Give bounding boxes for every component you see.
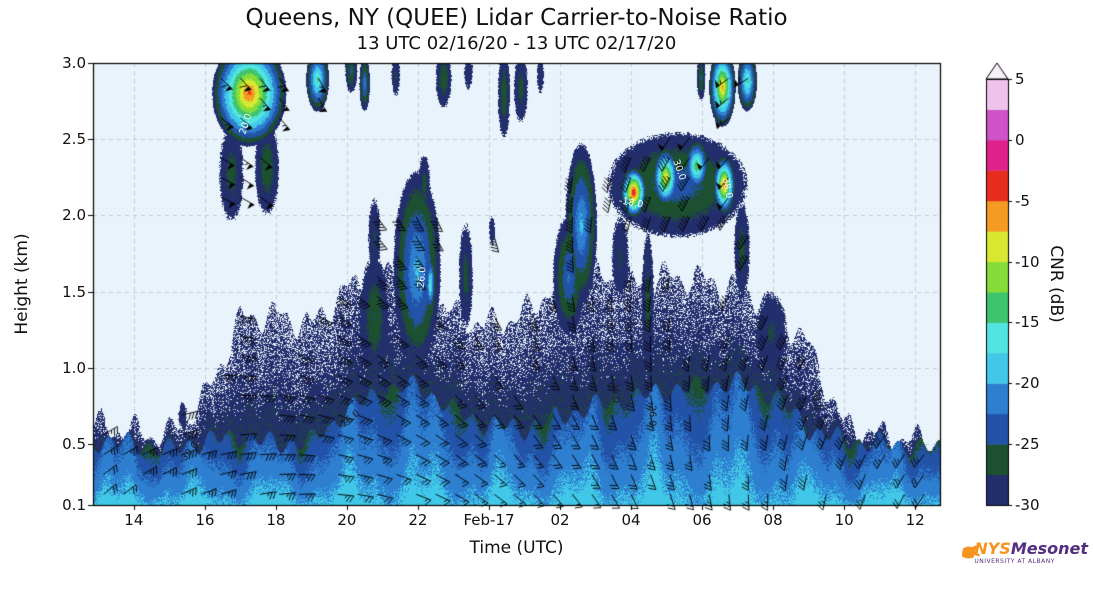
y-tick-label: 0.1	[62, 496, 86, 514]
chart-subtitle: 13 UTC 02/16/20 - 13 UTC 02/17/20	[356, 33, 677, 54]
y-tick-label: 0.5	[62, 435, 86, 454]
x-axis-label: Time (UTC)	[469, 538, 564, 558]
x-tick-label: Feb-17	[463, 511, 515, 529]
y-axis-label: Height (km)	[12, 233, 32, 335]
x-tick-label: 18	[266, 511, 286, 529]
colorbar-tick-label: -5	[1015, 191, 1030, 210]
x-tick-label: 10	[834, 511, 854, 529]
x-tick-label: 06	[692, 511, 712, 529]
x-tick-label: 08	[763, 511, 783, 529]
colorbar-tick-label: -10	[1015, 252, 1040, 271]
x-tick-label: 22	[408, 511, 428, 529]
y-tick-label: 3.0	[62, 54, 86, 72]
logo-text: NYSMesonet UNIVERSITY AT ALBANY	[974, 541, 1088, 565]
x-tick-label: 14	[124, 511, 144, 529]
logo-nys-text: NYS	[974, 539, 1011, 558]
y-tick-label: 2.5	[62, 130, 86, 149]
x-tick-label: 20	[337, 511, 357, 529]
x-tick-label: 02	[550, 511, 570, 529]
colorbar-tick-label: -20	[1015, 374, 1040, 393]
colorbar-tick-label: -30	[1015, 496, 1040, 514]
chart-title: Queens, NY (QUEE) Lidar Carrier-to-Noise…	[245, 5, 788, 31]
colorbar-tick-label: 0	[1015, 130, 1025, 149]
logo-mesonet-text: Mesonet	[1010, 539, 1088, 558]
colorbar-tick-label: -15	[1015, 313, 1040, 332]
x-tick-label: 12	[905, 511, 925, 529]
logo-tagline: UNIVERSITY AT ALBANY	[974, 558, 1055, 565]
colorbar-tick-label: 5	[1015, 70, 1025, 88]
x-tick-label: 16	[195, 511, 215, 529]
colorbar-tick-label: -25	[1015, 435, 1040, 454]
y-tick-label: 2.0	[62, 206, 86, 225]
colorbar-label: CNR (dB)	[1046, 245, 1066, 323]
y-tick-label: 1.5	[62, 282, 86, 301]
y-tick-label: 1.0	[62, 358, 86, 377]
x-tick-label: 04	[621, 511, 641, 529]
nys-mesonet-logo: NYSMesonet UNIVERSITY AT ALBANY	[960, 512, 1088, 594]
ny-state-shape-icon	[961, 545, 981, 559]
